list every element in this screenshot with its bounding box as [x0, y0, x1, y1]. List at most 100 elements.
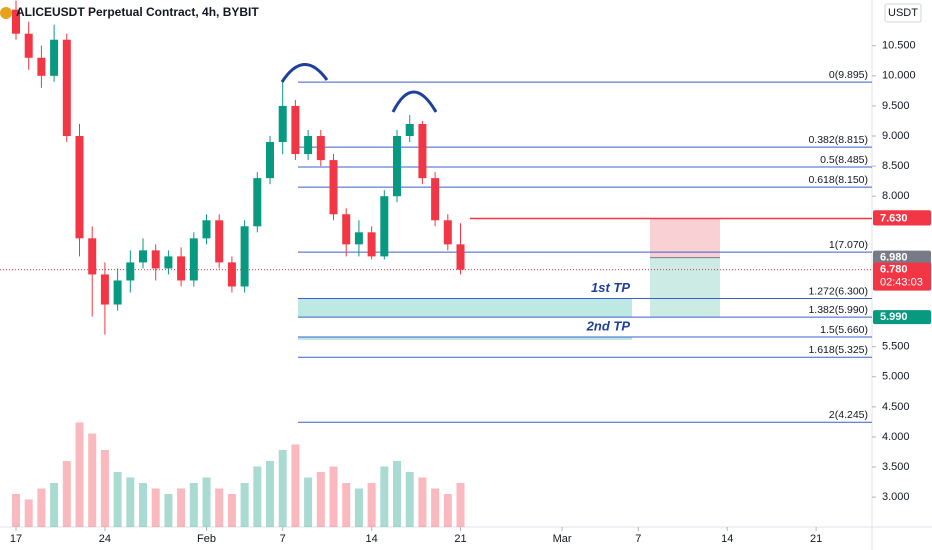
volume-bar — [456, 483, 465, 527]
volume-bar — [443, 494, 452, 527]
candle-body — [393, 136, 402, 197]
fib-label: 0.618(8.150) — [808, 174, 868, 186]
price-tag-label: 6.780 — [880, 264, 908, 276]
x-tick-label: 21 — [454, 533, 466, 545]
y-tick-label: 8.000 — [882, 190, 910, 202]
x-tick-label: 7 — [280, 533, 286, 545]
fib-label: 1(7.070) — [829, 239, 868, 251]
volume-bar — [12, 494, 21, 527]
x-tick-label: 14 — [721, 533, 733, 545]
price-tag — [873, 262, 931, 291]
volume-bar — [50, 483, 59, 527]
candle-body — [380, 196, 389, 257]
y-tick-label: 4.500 — [882, 401, 910, 413]
x-tick-label: 21 — [810, 533, 822, 545]
price-tag-label: 7.630 — [880, 212, 908, 224]
y-tick-label: 5.500 — [882, 341, 910, 353]
target-label: 2nd TP — [586, 318, 631, 333]
volume-bar — [405, 472, 414, 527]
fib-label: 1.5(5.660) — [820, 324, 868, 336]
candle-body — [202, 220, 211, 239]
volume-bar — [215, 488, 224, 527]
candle-body — [113, 280, 122, 305]
target-zone — [298, 298, 632, 318]
volume-bar — [37, 488, 46, 527]
candle-body — [316, 136, 325, 161]
y-tick-label: 9.500 — [882, 100, 910, 112]
candle-body — [443, 220, 452, 245]
volume-bar — [24, 499, 33, 527]
volume-bar — [418, 477, 427, 527]
volume-bar — [304, 477, 313, 527]
y-tick-label: 4.000 — [882, 431, 910, 443]
candle-body — [240, 226, 249, 287]
volume-bar — [291, 444, 300, 527]
volume-bar — [342, 483, 351, 527]
candle-body — [354, 232, 363, 245]
price-tag — [873, 211, 931, 226]
price-tag — [873, 310, 931, 325]
candle-body — [329, 160, 338, 215]
x-tick-label: Mar — [553, 533, 572, 545]
risk-zone — [650, 218, 720, 258]
candle-body — [431, 178, 440, 221]
x-tick-label: 17 — [10, 533, 22, 545]
fib-label: 0(9.895) — [829, 69, 868, 81]
fib-label: 1.382(5.990) — [808, 304, 868, 316]
volume-bar — [380, 466, 389, 527]
volume-bar — [367, 483, 376, 527]
volume-bar — [316, 472, 325, 527]
volume-bar — [164, 494, 173, 527]
y-tick-label: 3.500 — [882, 461, 910, 473]
volume-bar — [100, 450, 109, 527]
candle-body — [278, 105, 287, 143]
plot: 1st TP 2nd TP 0(9.895) 0.382(8.815) 0.5(8.48… — [0, 0, 876, 531]
volume-bar — [189, 483, 198, 527]
x-tick-label: 14 — [365, 533, 377, 545]
candle-body — [291, 105, 300, 155]
fib-label: 1.272(6.300) — [808, 285, 868, 297]
y-tick-label: 9.000 — [882, 130, 910, 142]
fib-label: 1.618(5.325) — [808, 344, 868, 356]
candle-body — [75, 136, 84, 239]
volume-bar — [62, 461, 71, 527]
candle-body — [12, 9, 21, 34]
candle-body — [177, 256, 186, 281]
candle-body — [304, 136, 313, 155]
x-tick-label: 24 — [99, 533, 111, 545]
candle-body — [367, 232, 376, 257]
fib-label: 0.382(8.815) — [808, 134, 868, 146]
volume-bar — [151, 488, 160, 527]
hump — [280, 63, 329, 83]
countdown: 02:43:03 — [880, 277, 923, 289]
price-tag-label: 6.980 — [880, 251, 908, 263]
candle-body — [139, 250, 148, 263]
volume-bar — [113, 472, 122, 527]
target-zone — [298, 337, 632, 341]
volume-bar — [202, 477, 211, 527]
volume-bar — [126, 477, 135, 527]
volume-bar — [278, 450, 287, 527]
fib-label: 0.5(8.485) — [820, 154, 868, 166]
candle-body — [215, 220, 224, 263]
candle-body — [100, 274, 109, 305]
chart-title: ALICEUSDT Perpetual Contract, 4h, BYBIT — [16, 5, 259, 19]
volume-bar — [354, 488, 363, 527]
candle-body — [164, 256, 173, 269]
candle-body — [266, 142, 275, 179]
candle-body — [88, 238, 97, 275]
candle-body — [37, 57, 46, 76]
x-tick-label: 7 — [635, 533, 641, 545]
y-tick-label: 8.500 — [882, 160, 910, 172]
currency: USDT — [888, 7, 918, 19]
volume-bar — [227, 494, 236, 527]
candle-body — [62, 39, 71, 137]
price-tag-label: 5.990 — [880, 311, 908, 323]
candle-body — [342, 214, 351, 245]
volume-bar — [88, 433, 97, 527]
candle-body — [253, 178, 262, 227]
volume-bar — [177, 488, 186, 527]
currency-box — [884, 3, 922, 23]
volume-bar — [393, 461, 402, 527]
